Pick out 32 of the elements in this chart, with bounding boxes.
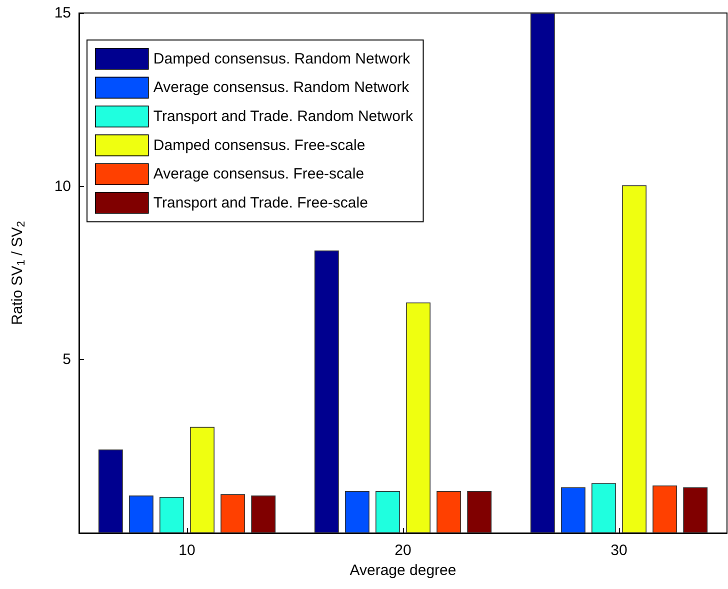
y-axis-title: Ratio SV1 / SV2 bbox=[9, 221, 28, 325]
bar bbox=[251, 496, 276, 533]
bar bbox=[592, 483, 616, 533]
bar bbox=[376, 491, 400, 533]
bar bbox=[530, 13, 555, 533]
bar bbox=[467, 491, 492, 533]
x-tick-label: 20 bbox=[394, 542, 412, 559]
bar bbox=[652, 486, 678, 533]
legend-label: Average consensus. Random Network bbox=[153, 79, 410, 96]
bar bbox=[190, 426, 214, 533]
legend-label: Average consensus. Free-scale bbox=[153, 166, 364, 183]
y-tick-label: 5 bbox=[62, 351, 71, 368]
bar bbox=[128, 496, 154, 533]
y-tick-label: 15 bbox=[54, 4, 71, 22]
bar bbox=[683, 487, 708, 533]
bar bbox=[436, 491, 462, 533]
bar bbox=[160, 496, 184, 533]
bar bbox=[314, 250, 339, 533]
legend-label: Transport and Trade. Free-scale bbox=[153, 194, 368, 212]
x-axis-title: Average degree bbox=[350, 562, 456, 579]
legend-label: Damped consensus. Random Network bbox=[153, 50, 411, 68]
bar bbox=[560, 487, 586, 533]
bar bbox=[220, 494, 246, 533]
bar bbox=[622, 185, 646, 533]
bar bbox=[406, 302, 430, 533]
bar bbox=[344, 491, 370, 533]
x-tick-label: 10 bbox=[178, 542, 196, 559]
bar bbox=[98, 449, 123, 533]
x-tick-label: 30 bbox=[610, 542, 628, 559]
legend-label: Transport and Trade. Random Network bbox=[153, 108, 414, 125]
legend-label: Damped consensus. Free-scale bbox=[153, 136, 366, 154]
y-tick-label: 10 bbox=[54, 178, 71, 195]
